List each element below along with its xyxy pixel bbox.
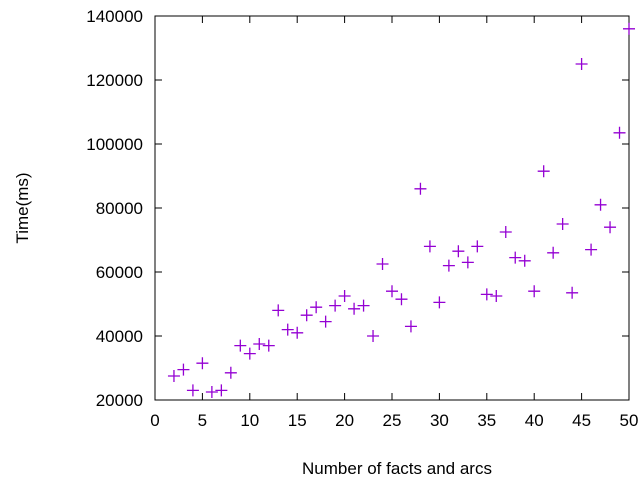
- y-tick-label: 40000: [96, 327, 143, 346]
- y-tick-label: 20000: [96, 391, 143, 410]
- data-point: [623, 22, 635, 35]
- data-point: [461, 256, 474, 269]
- y-axis-title: Time(ms): [13, 172, 32, 243]
- y-tick-label: 120000: [86, 71, 143, 90]
- data-point: [386, 285, 398, 298]
- data-point: [234, 339, 247, 352]
- x-tick-label: 10: [240, 411, 259, 430]
- data-point: [167, 370, 180, 382]
- data-point: [594, 198, 607, 211]
- data-point: [537, 165, 550, 178]
- data-point: [509, 251, 522, 264]
- data-point: [376, 258, 389, 270]
- x-tick-label: 0: [150, 411, 159, 430]
- data-point: [528, 285, 541, 298]
- data-point: [348, 302, 361, 315]
- data-point: [518, 254, 531, 267]
- data-point: [367, 330, 380, 342]
- data-point: [556, 218, 569, 230]
- data-point: [196, 357, 209, 370]
- data-point: [300, 309, 313, 322]
- data-point: [253, 338, 266, 350]
- data-point: [215, 384, 228, 397]
- data-point: [224, 366, 237, 379]
- x-tick-label: 30: [430, 411, 449, 430]
- data-point: [291, 326, 304, 339]
- data-point: [423, 240, 436, 253]
- data-points: [167, 22, 635, 398]
- data-point: [357, 299, 370, 312]
- data-point: [281, 323, 294, 336]
- data-point: [452, 245, 465, 258]
- x-tick-label: 35: [477, 411, 496, 430]
- data-point: [243, 347, 256, 360]
- data-point: [310, 301, 323, 314]
- y-tick-label: 60000: [96, 263, 143, 282]
- x-tick-label: 45: [572, 411, 591, 430]
- y-tick-label: 140000: [86, 7, 143, 26]
- data-point: [272, 304, 285, 317]
- data-point: [566, 286, 579, 299]
- y-tick-label: 100000: [86, 135, 143, 154]
- x-tick-label: 50: [620, 411, 639, 430]
- data-point: [575, 58, 588, 70]
- x-tick-label: 15: [288, 411, 307, 430]
- data-point: [205, 386, 218, 398]
- x-axis-title: Number of facts and arcs: [302, 459, 492, 478]
- x-tick-label: 20: [335, 411, 354, 430]
- x-tick-label: 25: [383, 411, 402, 430]
- data-point: [414, 182, 427, 195]
- data-point: [490, 290, 503, 302]
- y-tick-label: 80000: [96, 199, 143, 218]
- axes: [154, 15, 630, 401]
- data-point: [404, 320, 417, 333]
- data-point: [186, 384, 199, 397]
- data-point: [499, 226, 512, 238]
- data-point: [329, 299, 342, 312]
- plot-frame: [154, 15, 630, 401]
- data-point: [433, 296, 446, 309]
- data-point: [480, 288, 493, 301]
- x-tick-label: 5: [198, 411, 207, 430]
- x-tick-label: 40: [525, 411, 544, 430]
- data-point: [547, 246, 560, 259]
- tick-marks: [154, 15, 630, 401]
- data-point: [471, 240, 484, 253]
- data-point: [395, 293, 408, 306]
- data-point: [177, 363, 190, 376]
- data-point: [613, 126, 626, 139]
- data-point: [319, 315, 332, 328]
- data-point: [262, 339, 275, 352]
- data-point: [604, 221, 617, 234]
- data-point: [338, 290, 351, 302]
- data-point: [585, 243, 598, 256]
- tick-labels: 0 5 10 15 20 25 30 35 40 45 50 20000 40000 60000 80000…: [86, 7, 638, 430]
- data-point: [442, 259, 455, 272]
